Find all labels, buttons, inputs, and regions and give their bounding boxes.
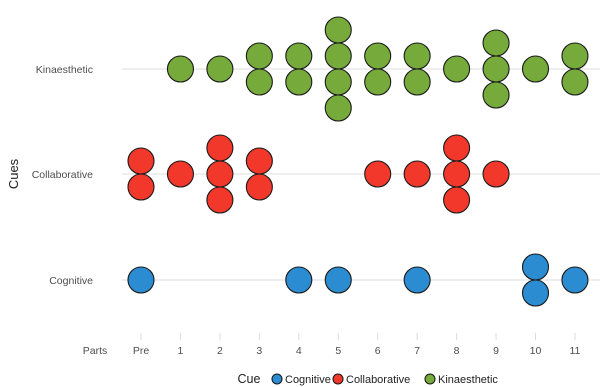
- dot-kinaesthetic-4-1: [285, 42, 313, 70]
- legend: Cue Cognitive Collaborative Kinaesthetic: [238, 372, 499, 386]
- dot-kinaesthetic-6-1: [364, 42, 392, 70]
- x-tick-label-9: 9: [493, 345, 499, 357]
- legend-key-kinaesthetic: [424, 373, 436, 385]
- dot-kinaesthetic-6-2: [364, 68, 392, 96]
- dot-collaborative-2-1: [206, 134, 234, 162]
- legend-label-collaborative: Collaborative: [346, 374, 410, 386]
- dot-kinaesthetic-7-1: [403, 42, 431, 70]
- dot-collaborative-3-1: [245, 147, 273, 175]
- dot-collaborative-8-1: [443, 134, 471, 162]
- grid-lines: [122, 68, 600, 340]
- dot-kinaesthetic-5-1: [324, 16, 352, 44]
- legend-key-cognitive: [271, 373, 283, 385]
- dot-collaborative-7-1: [403, 160, 431, 188]
- dot-kinaesthetic-5-3: [324, 68, 352, 96]
- dot-kinaesthetic-2-1: [206, 55, 234, 83]
- dot-collaborative-2-3: [206, 186, 234, 214]
- x-tick-label-8: 8: [454, 345, 460, 357]
- x-tick-labels: Pre 1 2 3 4 5 6 7 8 9 10 11: [133, 345, 581, 357]
- x-tick-label-1: 1: [178, 345, 184, 357]
- dot-collaborative-pre-2: [127, 173, 155, 201]
- dot-kinaesthetic-3-1: [245, 42, 273, 70]
- x-tick-label-11: 11: [569, 345, 580, 357]
- y-axis-title: Cues: [6, 158, 21, 189]
- y-tick-label-kinaesthetic: Kinaesthetic: [36, 64, 93, 76]
- dot-cognitive-5-1: [324, 266, 352, 294]
- dot-kinaesthetic-8-1: [443, 55, 471, 83]
- dot-kinaesthetic-5-2: [324, 42, 352, 70]
- y-tick-labels: Cognitive Collaborative Kinaesthetic: [32, 64, 93, 287]
- dot-kinaesthetic-3-2: [245, 68, 273, 96]
- dot-cognitive-11-1: [561, 266, 589, 294]
- dot-collaborative-9-1: [482, 160, 510, 188]
- x-tick-label-4: 4: [296, 345, 302, 357]
- dot-collaborative-6-1: [364, 160, 392, 188]
- dot-cognitive-7-1: [403, 266, 431, 294]
- legend-label-kinaesthetic: Kinaesthetic: [438, 374, 498, 386]
- legend-label-cognitive: Cognitive: [285, 374, 331, 386]
- dot-cognitive-10-1: [521, 253, 550, 281]
- x-tick-label-pre: Pre: [133, 345, 150, 357]
- dot-kinaesthetic-4-2: [285, 68, 313, 96]
- x-tick-label-7: 7: [414, 345, 420, 357]
- dot-kinaesthetic-10-1: [521, 55, 550, 83]
- x-tick-label-5: 5: [335, 345, 341, 357]
- x-axis-title: Parts: [83, 345, 108, 357]
- dot-kinaesthetic-1-1: [166, 55, 194, 83]
- dot-cognitive-4-1: [285, 266, 313, 294]
- dot-cognitive-pre-1: [127, 266, 155, 294]
- x-tick-label-6: 6: [375, 345, 381, 357]
- dot-collaborative-8-3: [443, 186, 471, 214]
- dot-cognitive-10-2: [521, 279, 550, 307]
- legend-key-collaborative: [332, 373, 344, 385]
- x-tick-label-2: 2: [217, 345, 223, 357]
- dot-collaborative-pre-1: [127, 147, 155, 175]
- dot-collaborative-2-2: [206, 160, 234, 188]
- y-tick-label-cognitive: Cognitive: [49, 275, 93, 287]
- dot-kinaesthetic-9-1: [482, 29, 510, 57]
- dot-kinaesthetic-9-2: [482, 55, 510, 83]
- dot-collaborative-1-1: [166, 160, 194, 188]
- dot-collaborative-8-2: [443, 160, 471, 188]
- dot-kinaesthetic-11-1: [561, 42, 589, 70]
- dot-collaborative-3-2: [245, 173, 273, 201]
- dot-kinaesthetic-9-3: [482, 81, 510, 109]
- dot-kinaesthetic-5-4: [324, 94, 352, 122]
- x-tick-label-10: 10: [530, 345, 542, 357]
- legend-title: Cue: [238, 372, 261, 386]
- data-dots: [127, 16, 589, 307]
- y-tick-label-collaborative: Collaborative: [32, 169, 93, 181]
- dot-kinaesthetic-7-2: [403, 68, 431, 96]
- x-tick-label-3: 3: [256, 345, 262, 357]
- dot-kinaesthetic-11-2: [561, 68, 589, 96]
